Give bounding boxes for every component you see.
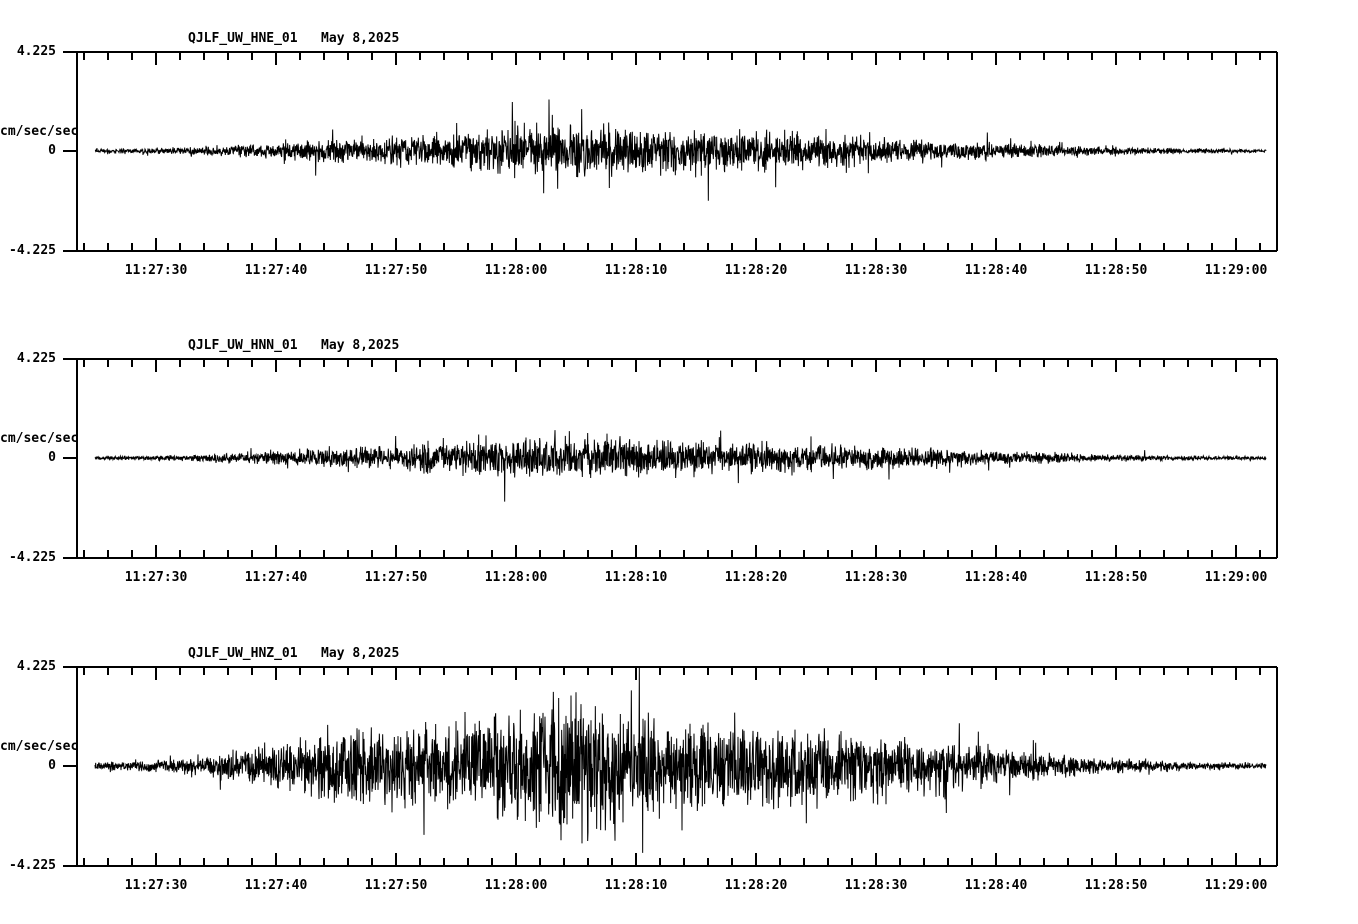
y-tick-label: -4.225	[9, 550, 56, 565]
x-tick-label: 11:28:00	[484, 570, 548, 585]
y-tick-label: 0	[48, 143, 56, 158]
y-tick-label: 0	[48, 758, 56, 773]
panel-title: QJLF_UW_HNE_01 May 8,2025	[188, 31, 400, 46]
x-tick-label: 11:28:50	[1084, 570, 1148, 585]
x-tick-label: 11:28:40	[964, 570, 1028, 585]
x-tick-label: 11:27:40	[244, 878, 308, 893]
x-tick-label: 11:28:50	[1084, 263, 1148, 278]
x-tick-label: 11:29:00	[1204, 570, 1268, 585]
y-tick-label: 0	[48, 450, 56, 465]
seismogram-panel-2: QJLF_UW_HNN_01 May 8,2025 4.225 0 -4.225 cm/…	[0, 338, 1358, 585]
seismogram-panel-3: QJLF_UW_HNZ_01 May 8,2025 4.225 0 -4.225 cm/…	[0, 646, 1358, 893]
plot-frame-3	[63, 666, 1278, 867]
x-tick-label: 11:27:40	[244, 263, 308, 278]
panel-title: QJLF_UW_HNZ_01 May 8,2025	[188, 646, 400, 661]
x-tick-label: 11:27:30	[124, 570, 188, 585]
waveform-trace	[94, 430, 1267, 502]
x-tick-label: 11:28:30	[844, 263, 908, 278]
y-axis-unit-label: cm/sec/sec	[0, 124, 79, 139]
x-tick-label: 11:28:20	[724, 570, 788, 585]
x-tick-label: 11:28:30	[844, 570, 908, 585]
y-tick-label: 4.225	[16, 44, 56, 59]
seismogram-panel-1: QJLF_UW_HNE_01 May 8,2025 4.225 0 -4.225 cm/…	[0, 31, 1358, 278]
x-tick-label: 11:28:00	[484, 878, 548, 893]
plot-frame-2	[63, 358, 1278, 559]
x-tick-label: 11:28:40	[964, 263, 1028, 278]
x-tick-label: 11:28:00	[484, 263, 548, 278]
x-tick-label: 11:28:20	[724, 878, 788, 893]
y-axis-unit-label: cm/sec/sec	[0, 431, 79, 446]
x-tick-label: 11:27:30	[124, 263, 188, 278]
y-tick-label: -4.225	[9, 243, 56, 258]
panel-title: QJLF_UW_HNN_01 May 8,2025	[188, 338, 400, 353]
x-tick-label: 11:27:50	[364, 570, 428, 585]
x-tick-label: 11:28:10	[604, 570, 668, 585]
y-tick-label: 4.225	[16, 659, 56, 674]
x-tick-label: 11:27:50	[364, 878, 428, 893]
x-tick-label: 11:28:10	[604, 878, 668, 893]
y-tick-label: -4.225	[9, 858, 56, 873]
x-tick-label: 11:27:40	[244, 570, 308, 585]
x-tick-label: 11:28:50	[1084, 878, 1148, 893]
waveform-trace	[94, 99, 1267, 201]
x-tick-label: 11:29:00	[1204, 878, 1268, 893]
x-tick-label: 11:28:20	[724, 263, 788, 278]
x-tick-label: 11:28:40	[964, 878, 1028, 893]
x-tick-label: 11:28:30	[844, 878, 908, 893]
waveform-trace	[94, 666, 1267, 853]
x-tick-label: 11:28:10	[604, 263, 668, 278]
x-tick-label: 11:27:50	[364, 263, 428, 278]
plot-frame-1	[63, 51, 1278, 252]
y-axis-unit-label: cm/sec/sec	[0, 739, 79, 754]
x-tick-label: 11:27:30	[124, 878, 188, 893]
x-tick-label: 11:29:00	[1204, 263, 1268, 278]
y-tick-label: 4.225	[16, 351, 56, 366]
